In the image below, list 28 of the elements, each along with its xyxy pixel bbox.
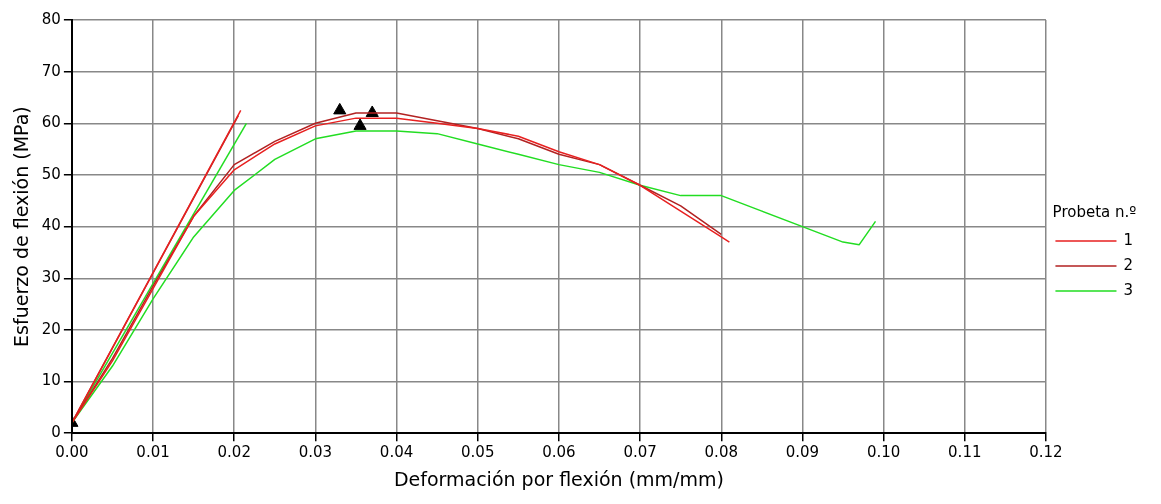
x-tick-label: 0.00	[55, 443, 89, 462]
x-tick-label: 0.07	[623, 443, 657, 462]
x-tick-label: 0.08	[704, 443, 738, 462]
x-tick-label: 0.01	[136, 443, 170, 462]
x-tick-label: 0.06	[542, 443, 576, 462]
x-tick-label: 0.05	[461, 443, 495, 462]
y-tick-label: 30	[41, 268, 61, 287]
y-tick-label: 80	[41, 9, 61, 28]
x-tick-label: 0.04	[379, 443, 414, 462]
x-tick-label: 0.03	[298, 443, 333, 462]
y-tick-label: 40	[41, 216, 61, 235]
y-axis-title: Esfuerzo de flexión (MPa)	[10, 106, 33, 347]
y-tick-label: 50	[41, 164, 61, 183]
legend-label: 1	[1123, 230, 1133, 249]
y-tick-label: 20	[41, 319, 61, 338]
y-tick-label: 60	[41, 113, 61, 132]
x-axis-title: Deformación por flexión (mm/mm)	[393, 467, 724, 490]
x-tick-label: 0.12	[1029, 443, 1063, 462]
legend-title: Probeta n.º	[1052, 202, 1137, 221]
x-tick-label: 0.10	[866, 443, 901, 462]
y-tick-label: 0	[51, 423, 61, 442]
y-tick-label: 10	[41, 371, 61, 390]
y-tick-label: 70	[41, 61, 61, 80]
x-tick-label: 0.02	[217, 443, 251, 462]
legend-label: 2	[1123, 255, 1133, 274]
x-tick-label: 0.09	[785, 443, 820, 462]
legend-label: 3	[1123, 280, 1133, 299]
x-tick-label: 0.11	[948, 443, 982, 462]
